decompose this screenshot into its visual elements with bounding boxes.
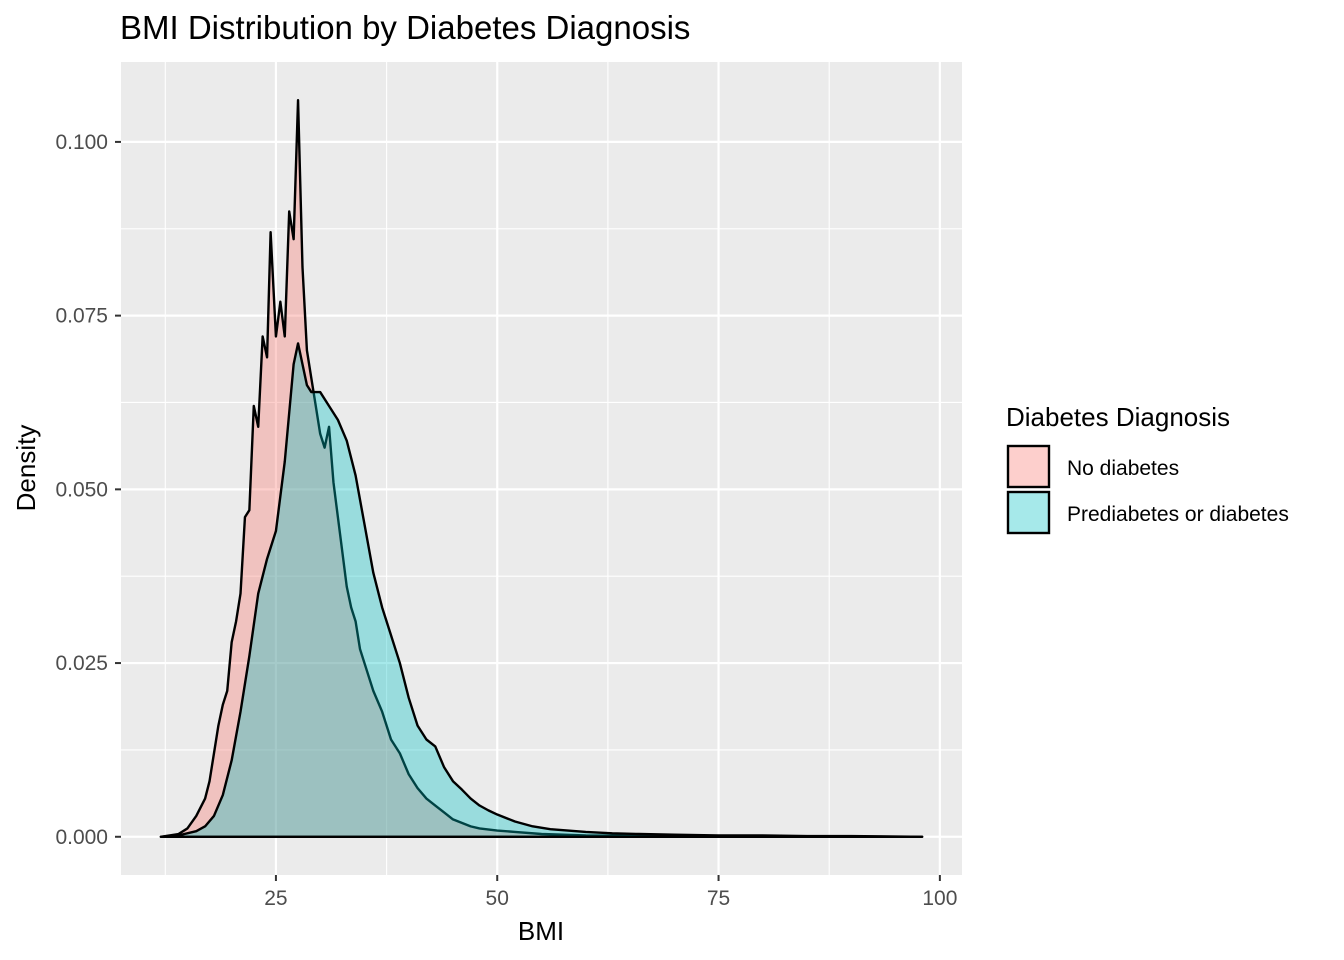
y-axis-title: Density bbox=[11, 425, 41, 512]
plot-panel bbox=[121, 62, 962, 875]
legend-key-prediabetes-or-diabetes bbox=[1006, 490, 1051, 535]
legend-title: Diabetes Diagnosis bbox=[1006, 402, 1230, 432]
y-tick-label: 0.100 bbox=[55, 131, 108, 154]
y-tick-label: 0.075 bbox=[55, 305, 108, 328]
density-area-prediabetes-or-diabetes bbox=[159, 342, 924, 838]
density-area-no-diabetes bbox=[159, 99, 924, 838]
x-tick-label: 50 bbox=[486, 887, 509, 910]
legend-key-bg bbox=[1007, 445, 1050, 488]
x-tick-label: 75 bbox=[707, 887, 730, 910]
x-tick-label: 25 bbox=[264, 887, 287, 910]
y-tick-label: 0.050 bbox=[55, 478, 108, 501]
legend-label: Prediabetes or diabetes bbox=[1067, 503, 1289, 526]
y-tick-label: 0.000 bbox=[55, 826, 108, 849]
legend-label: No diabetes bbox=[1067, 457, 1179, 480]
legend-items: No diabetes Prediabetes or diabetes bbox=[1006, 444, 1289, 535]
x-axis-title: BMI bbox=[518, 916, 564, 946]
x-axis: 25 50 75 100 bbox=[264, 875, 957, 910]
legend: Diabetes Diagnosis No diabetes Prediabete… bbox=[1006, 402, 1289, 535]
major-gridlines bbox=[121, 62, 962, 875]
y-axis: 0.000 0.025 0.050 0.075 0.100 bbox=[55, 131, 121, 849]
legend-key-bg bbox=[1007, 491, 1050, 534]
y-tick-label: 0.025 bbox=[55, 652, 108, 675]
minor-gridlines bbox=[121, 62, 962, 875]
legend-key-no-diabetes bbox=[1006, 444, 1051, 489]
x-tick-label: 100 bbox=[922, 887, 957, 910]
density-areas bbox=[159, 99, 924, 838]
chart-title: BMI Distribution by Diabetes Diagnosis bbox=[120, 9, 690, 46]
